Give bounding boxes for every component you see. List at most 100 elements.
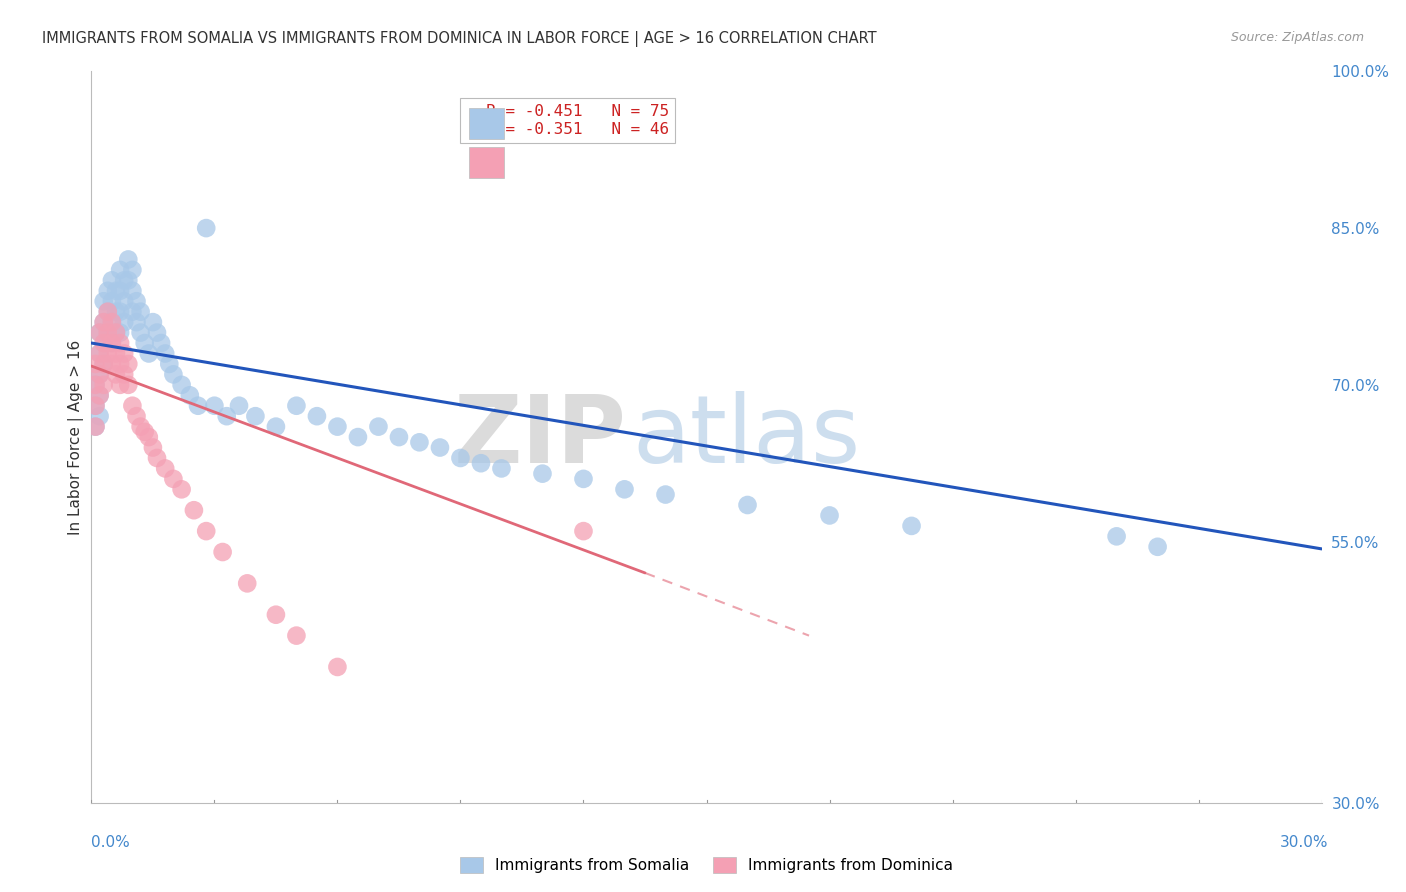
Point: [84, 357, 107, 371]
Point: [93, 315, 115, 329]
Text: ZIP: ZIP: [454, 391, 627, 483]
Point: [117, 252, 139, 267]
Point: [89, 346, 111, 360]
Point: [112, 273, 135, 287]
Point: [117, 377, 139, 392]
Text: Source: ZipAtlas.com: Source: ZipAtlas.com: [1230, 31, 1364, 45]
Point: [134, 336, 156, 351]
Point: [531, 467, 554, 481]
Point: [108, 326, 131, 340]
Text: 30.0%: 30.0%: [1281, 836, 1329, 850]
Point: [93, 357, 115, 371]
Point: [125, 409, 148, 424]
Point: [170, 483, 193, 497]
Point: [97, 326, 120, 340]
Point: [408, 435, 430, 450]
Point: [105, 346, 127, 360]
Point: [93, 336, 115, 351]
Point: [195, 221, 218, 235]
Point: [153, 346, 177, 360]
Point: [101, 336, 124, 351]
Point: [125, 294, 148, 309]
Point: [129, 419, 152, 434]
Point: [572, 524, 595, 538]
Point: [347, 430, 370, 444]
Point: [264, 419, 287, 434]
Point: [285, 399, 308, 413]
Point: [215, 409, 238, 424]
Point: [195, 524, 218, 538]
Point: [84, 419, 107, 434]
Text: 0.0%: 0.0%: [91, 836, 131, 850]
Point: [264, 607, 287, 622]
Point: [101, 294, 124, 309]
Point: [134, 425, 156, 439]
Point: [183, 503, 205, 517]
Point: [108, 263, 131, 277]
Point: [108, 357, 131, 371]
Point: [162, 368, 184, 382]
Point: [121, 284, 143, 298]
Point: [121, 304, 143, 318]
Point: [170, 377, 193, 392]
Point: [121, 263, 143, 277]
Point: [125, 315, 148, 329]
Point: [129, 326, 152, 340]
Point: [146, 326, 169, 340]
Point: [117, 273, 139, 287]
Point: [1146, 540, 1168, 554]
Point: [89, 326, 111, 340]
Point: [108, 284, 131, 298]
Point: [89, 388, 111, 402]
Point: [187, 399, 209, 413]
Point: [112, 294, 135, 309]
Point: [93, 377, 115, 392]
Text: IMMIGRANTS FROM SOMALIA VS IMMIGRANTS FROM DOMINICA IN LABOR FORCE | AGE > 16 CO: IMMIGRANTS FROM SOMALIA VS IMMIGRANTS FR…: [42, 31, 877, 47]
Point: [429, 441, 451, 455]
Point: [101, 315, 124, 329]
Point: [93, 315, 115, 329]
Point: [326, 660, 349, 674]
Point: [84, 377, 107, 392]
Point: [89, 346, 111, 360]
Point: [818, 508, 841, 523]
Point: [153, 461, 177, 475]
Point: [84, 399, 107, 413]
Point: [157, 357, 180, 371]
Point: [202, 399, 225, 413]
Point: [84, 399, 107, 413]
Point: [228, 399, 250, 413]
Point: [97, 304, 120, 318]
Point: [117, 357, 139, 371]
Point: [93, 336, 115, 351]
Point: [101, 357, 124, 371]
Point: [737, 498, 759, 512]
Point: [491, 461, 513, 475]
Point: [162, 472, 184, 486]
Point: [142, 441, 165, 455]
Point: [112, 346, 135, 360]
Point: [89, 409, 111, 424]
Point: [93, 357, 115, 371]
Point: [305, 409, 328, 424]
Point: [326, 419, 349, 434]
Point: [285, 629, 308, 643]
Point: [105, 304, 127, 318]
Point: [101, 336, 124, 351]
Point: [93, 294, 115, 309]
Text: atlas: atlas: [633, 391, 860, 483]
Point: [900, 519, 922, 533]
Point: [101, 315, 124, 329]
Point: [112, 368, 135, 382]
Point: [105, 326, 127, 340]
Point: [138, 430, 160, 444]
Point: [84, 377, 107, 392]
Point: [1105, 529, 1128, 543]
Point: [89, 326, 111, 340]
Point: [97, 326, 120, 340]
Point: [613, 483, 636, 497]
Point: [112, 315, 135, 329]
Point: [105, 368, 127, 382]
Point: [388, 430, 411, 444]
Point: [108, 336, 131, 351]
